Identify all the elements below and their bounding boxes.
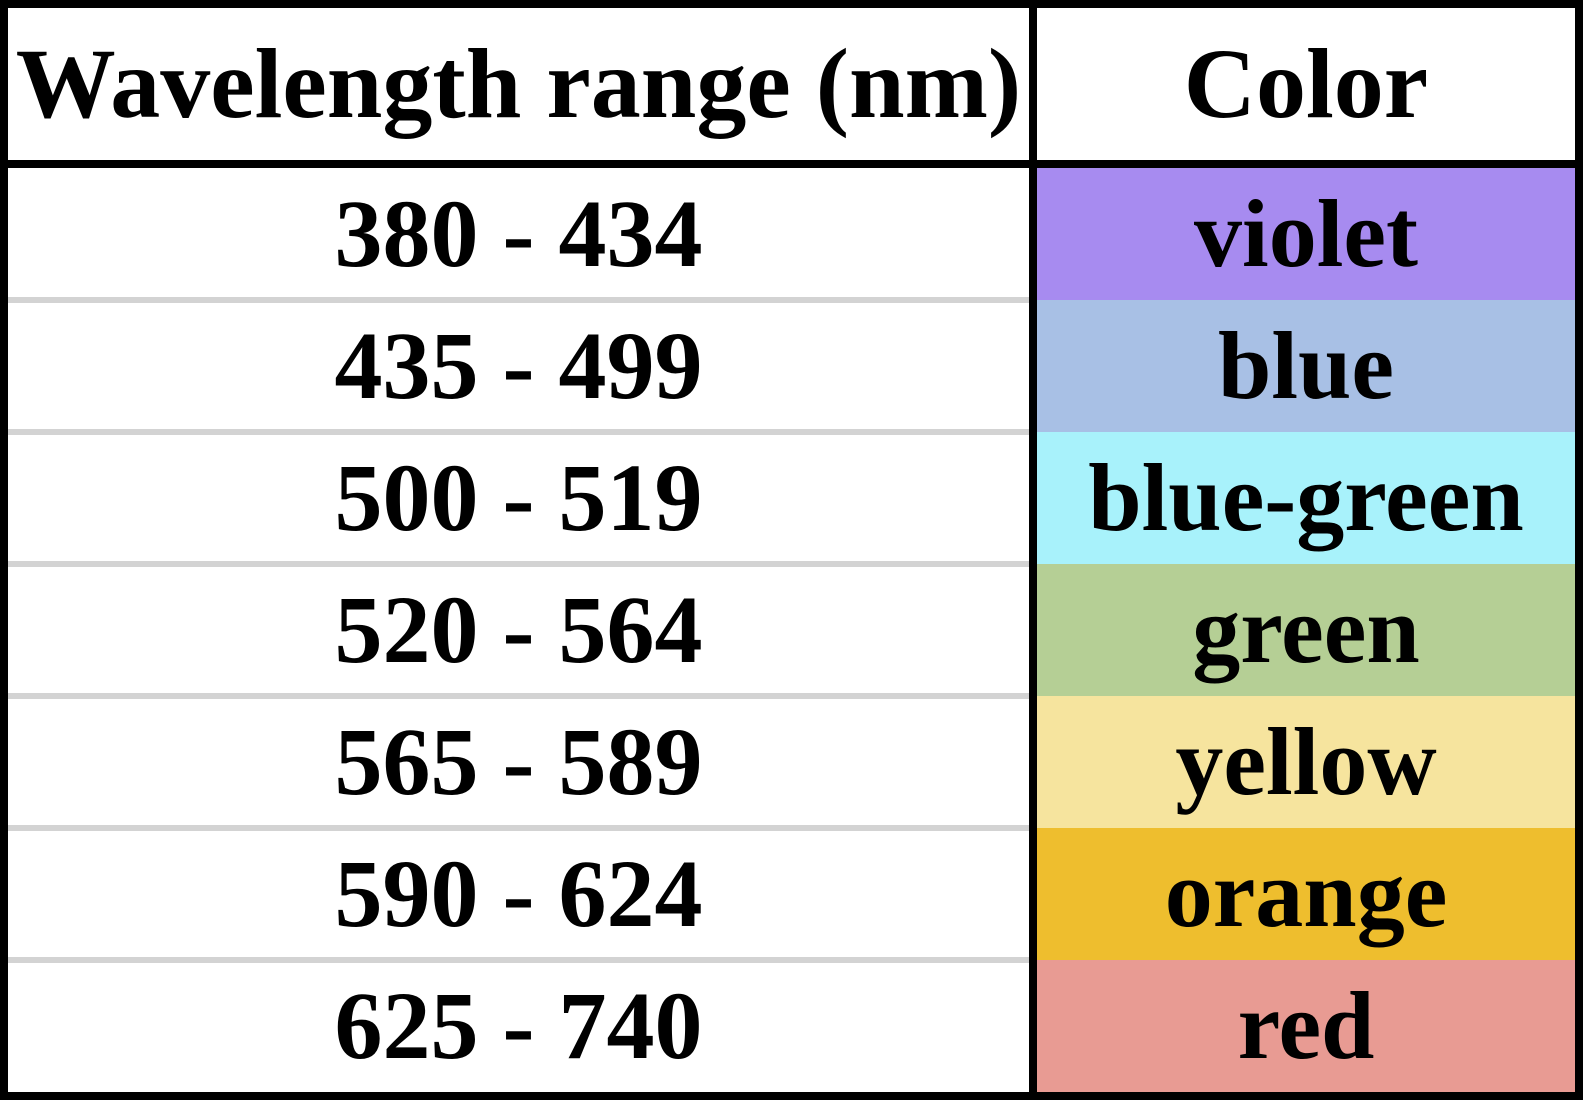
wavelength-range-cell: 435 - 499	[334, 312, 703, 419]
wavelength-range-cell: 500 - 519	[334, 444, 703, 551]
wavelength-range-cell: 590 - 624	[334, 840, 703, 947]
color-cell: blue	[1037, 300, 1575, 432]
wavelength-range-cell: 380 - 434	[334, 180, 703, 287]
color-cell: violet	[1037, 168, 1575, 300]
table-header-row: Wavelength range (nm) Color	[8, 8, 1575, 168]
row-separator	[8, 561, 1029, 567]
row-separator	[8, 429, 1029, 435]
table-body: 380 - 434 violet 435 - 499 blue 500 - 51…	[8, 168, 1575, 1092]
wavelength-range-cell: 520 - 564	[334, 576, 703, 683]
table-row: 565 - 589 yellow	[8, 696, 1575, 828]
table-row: 380 - 434 violet	[8, 168, 1575, 300]
color-cell: orange	[1037, 828, 1575, 960]
table-row: 520 - 564 green	[8, 564, 1575, 696]
color-cell: yellow	[1037, 696, 1575, 828]
wavelength-range-cell: 565 - 589	[334, 708, 703, 815]
color-cell: blue-green	[1037, 432, 1575, 564]
table-row: 625 - 740 red	[8, 960, 1575, 1092]
color-cell: red	[1037, 960, 1575, 1092]
row-separator	[8, 957, 1029, 963]
table-row: 500 - 519 blue-green	[8, 432, 1575, 564]
table-row: 590 - 624 orange	[8, 828, 1575, 960]
wavelength-range-cell: 625 - 740	[334, 972, 703, 1079]
table-row: 435 - 499 blue	[8, 300, 1575, 432]
color-cell: green	[1037, 564, 1575, 696]
row-separator	[8, 297, 1029, 303]
header-color: Color	[1183, 28, 1429, 139]
row-separator	[8, 693, 1029, 699]
column-divider	[1029, 8, 1037, 1092]
header-wavelength-range: Wavelength range (nm)	[15, 28, 1022, 139]
row-separator	[8, 825, 1029, 831]
